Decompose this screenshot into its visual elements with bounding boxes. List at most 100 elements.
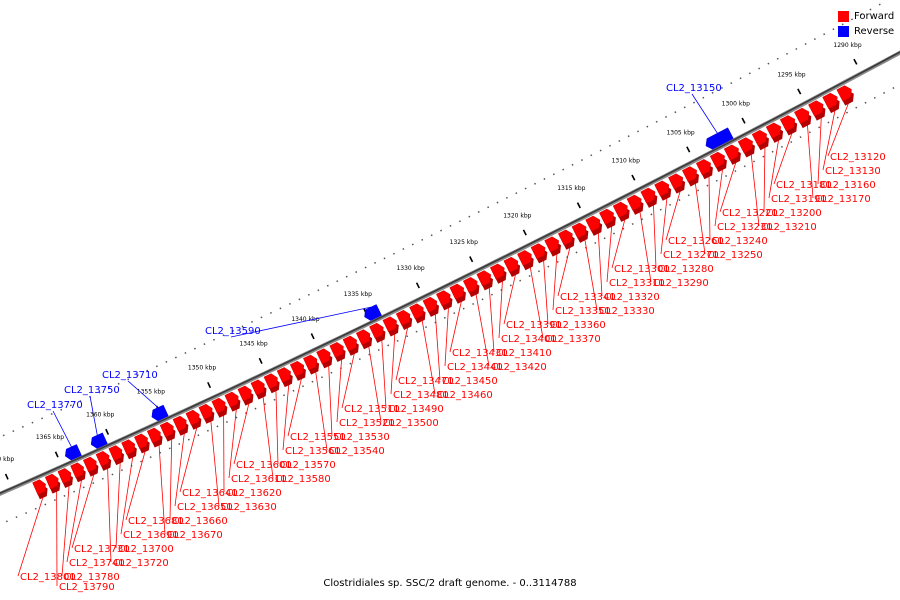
forward-gene-arrow [369, 322, 384, 339]
reverse-leader-line [52, 410, 72, 448]
forward-leader-line [444, 304, 450, 367]
forward-gene-label: CL2_13680 [128, 516, 184, 527]
forward-leader-line [174, 430, 186, 507]
forward-gene-arrow [765, 122, 781, 139]
forward-gene-label: CL2_13510 [344, 404, 400, 415]
tick-mark [797, 88, 802, 95]
forward-gene-arrow [654, 180, 670, 197]
forward-gene-arrow [121, 439, 136, 456]
tick-mark [105, 428, 110, 435]
forward-gene-label: CL2_13780 [64, 572, 120, 583]
tick-label: 1350 kbp [188, 365, 216, 372]
forward-gene-arrow [198, 403, 213, 420]
forward-gene-arrow [276, 367, 291, 383]
forward-gene-label: CL2_13420 [491, 362, 547, 373]
forward-leader-line [107, 465, 112, 563]
forward-gene-label: CL2_13360 [550, 320, 606, 331]
forward-gene-arrow [146, 427, 161, 444]
forward-gene-arrow [681, 166, 697, 183]
forward-gene-label: CL2_13410 [496, 348, 552, 359]
forward-gene-arrow [751, 129, 767, 147]
forward-gene-arrow [436, 290, 451, 307]
forward-gene-label: CL2_13740 [69, 558, 125, 569]
legend-forward-label: Forward [854, 11, 895, 22]
forward-leader-line [125, 448, 147, 521]
forward-gene-arrow [185, 409, 200, 426]
forward-gene-arrow [668, 173, 684, 190]
forward-gene-label: CL2_13800 [20, 572, 76, 583]
forward-gene-label: CL2_13300 [614, 264, 670, 275]
forward-leader-line [719, 158, 738, 213]
forward-gene-arrow [395, 309, 411, 326]
forward-gene-arrow [640, 187, 656, 204]
forward-leader-line [287, 375, 303, 437]
forward-leader-line [115, 459, 121, 549]
legend-reverse: Reverse [838, 24, 894, 39]
tick-mark [4, 473, 9, 480]
tick-mark [258, 357, 263, 364]
forward-gene-label: CL2_13730 [74, 544, 130, 555]
forward-gene-label: CL2_13160 [820, 180, 876, 191]
forward-leader-line [367, 343, 382, 423]
forward-gene-label: CL2_13220 [722, 208, 778, 219]
genome-backbone [0, 50, 900, 496]
tick-label: 1330 kbp [396, 265, 424, 272]
forward-leader-line [210, 418, 220, 507]
tick-label: 1340 kbp [291, 316, 319, 323]
forward-gene-label: CL2_13180 [776, 180, 832, 191]
forward-leader-line [275, 387, 279, 465]
forward-leader-line [529, 264, 544, 339]
forward-gene-label: CL2_13210 [761, 222, 817, 233]
forward-gene-arrow [409, 303, 424, 320]
tick-label: 1365 kbp [36, 434, 64, 441]
forward-leader-line [768, 137, 780, 199]
forward-gene-arrow [342, 335, 357, 352]
tick-mark [207, 381, 212, 389]
forward-leader-line [543, 257, 549, 325]
tick-label: 1360 kbp [86, 411, 114, 418]
forward-gene-label: CL2_13350 [555, 306, 611, 317]
forward-gene-label: CL2_13570 [280, 460, 336, 471]
gene-labels: CL2_13120CL2_13130CL2_13160CL2_13170CL2_… [20, 83, 886, 593]
forward-gene-label: CL2_13490 [388, 404, 444, 415]
forward-gene-arrow [159, 421, 174, 438]
forward-gene-arrow [263, 373, 278, 390]
forward-gene-label: CL2_13650 [177, 502, 233, 513]
forward-gene-arrow [557, 229, 573, 246]
forward-gene-label: CL2_13450 [442, 376, 498, 387]
tick-mark [415, 282, 420, 289]
forward-swatch [838, 11, 849, 22]
forward-leader-line [169, 436, 173, 521]
forward-leader-line [381, 337, 387, 409]
forward-leader-line [17, 493, 45, 577]
forward-gene-label: CL2_13480 [393, 390, 449, 401]
forward-gene-arrow [355, 329, 371, 346]
reverse-swatch [838, 26, 849, 37]
forward-leader-line [652, 202, 657, 269]
forward-leader-line [763, 144, 766, 213]
reverse-gene-label: CL2_13590 [205, 326, 261, 337]
forward-leader-line [639, 209, 652, 283]
legend-reverse-label: Reverse [854, 26, 895, 37]
tick-mark [469, 256, 474, 263]
tick-label: 1325 kbp [450, 239, 478, 246]
forward-gene-label: CL2_13630 [221, 502, 277, 513]
reverse-leader-line [230, 306, 371, 338]
forward-leader-line [611, 216, 627, 269]
forward-gene-label: CL2_13370 [545, 334, 601, 345]
forward-gene-label: CL2_13400 [501, 334, 557, 345]
backbone-line [0, 51, 900, 495]
forward-gene-label: CL2_13130 [825, 166, 881, 177]
forward-gene-arrow [422, 296, 438, 313]
forward-gene-arrow [382, 316, 397, 333]
tick-label: 1305 kbp [666, 129, 694, 136]
forward-gene-arrow [237, 385, 252, 402]
reverse-leader-line [127, 380, 159, 408]
forward-leader-line [552, 250, 558, 311]
forward-gene-label: CL2_13520 [339, 418, 395, 429]
legend-forward: Forward [838, 9, 894, 24]
forward-leader-line [282, 381, 290, 451]
forward-gene-arrow [599, 208, 614, 225]
tick-mark [853, 58, 858, 65]
forward-gene-arrow [44, 473, 59, 490]
